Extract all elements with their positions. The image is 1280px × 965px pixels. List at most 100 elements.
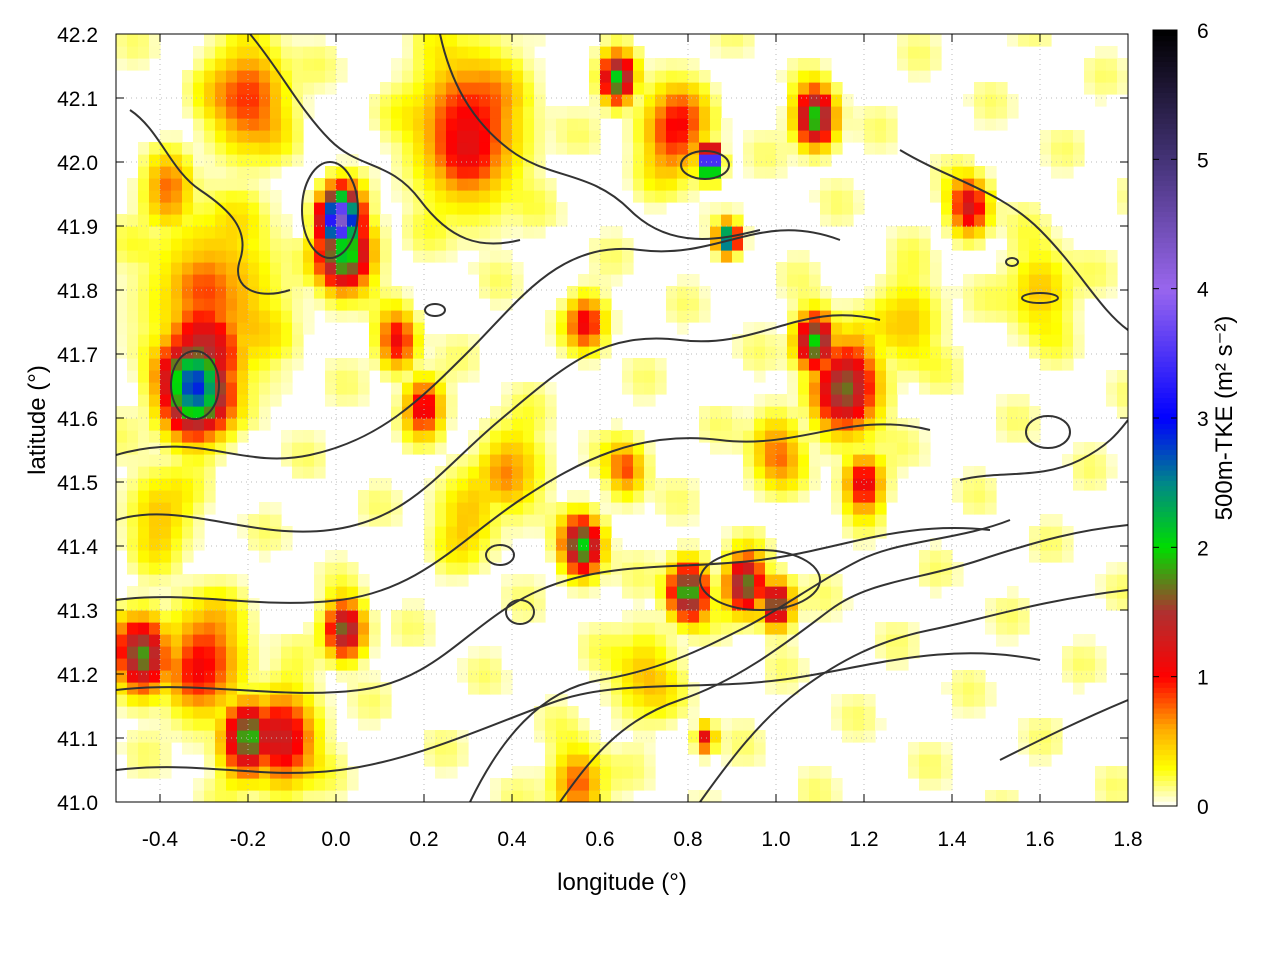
heat-cell [160, 274, 172, 287]
heat-cell [116, 670, 128, 683]
heat-cell [1062, 538, 1074, 551]
heat-cell [325, 706, 337, 719]
heat-cell [402, 334, 414, 347]
heat-cell [776, 166, 788, 179]
heat-cell [336, 766, 348, 779]
heat-cell [677, 574, 689, 587]
heat-cell [600, 94, 612, 107]
heat-cell [655, 694, 667, 707]
heat-cell [292, 694, 304, 707]
heat-cell [842, 106, 854, 119]
heat-cell [248, 106, 260, 119]
heat-cell [754, 478, 766, 491]
heat-cell [787, 250, 799, 263]
colorbar-segment [1153, 418, 1177, 424]
heat-cell [435, 106, 447, 119]
heat-cell [589, 274, 601, 287]
heat-cell [336, 58, 348, 71]
heat-cell [1007, 598, 1019, 611]
heat-cell [666, 310, 678, 323]
heat-cell [655, 598, 667, 611]
heat-cell [974, 706, 986, 719]
heat-cell [754, 154, 766, 167]
heat-cell [468, 526, 480, 539]
heat-cell [622, 250, 634, 263]
heat-cell [567, 790, 579, 802]
heat-cell [787, 358, 799, 371]
heat-cell [886, 274, 898, 287]
heat-cell [193, 586, 205, 599]
heat-cell [1029, 334, 1041, 347]
heat-cell [446, 478, 458, 491]
heat-cell [149, 166, 161, 179]
heat-cell [743, 562, 755, 575]
heat-cell [666, 154, 678, 167]
heat-cell [809, 70, 821, 83]
heat-cell [369, 286, 381, 299]
heat-cell [677, 70, 689, 83]
heat-cell [952, 682, 964, 695]
heat-cell [622, 550, 634, 563]
heat-cell [468, 262, 480, 275]
heat-cell [270, 250, 282, 263]
heat-cell [116, 46, 128, 59]
heat-cell [886, 466, 898, 479]
heat-cell [622, 262, 634, 275]
heat-cell [677, 562, 689, 575]
heat-cell [215, 430, 227, 443]
heat-cell [435, 178, 447, 191]
heat-cell [435, 418, 447, 431]
heat-cell [281, 154, 293, 167]
heat-cell [237, 298, 249, 311]
heat-cell [996, 622, 1008, 635]
heat-cell [424, 334, 436, 347]
heat-cell [534, 58, 546, 71]
heat-cell [380, 370, 392, 383]
heat-cell [1040, 238, 1052, 251]
heat-cell [1062, 154, 1074, 167]
heat-cell [1018, 430, 1030, 443]
heat-cell [457, 454, 469, 467]
heat-cell [226, 646, 238, 659]
heat-cell [479, 670, 491, 683]
heat-cell [127, 742, 139, 755]
heat-cell [578, 778, 590, 791]
heat-cell [941, 682, 953, 695]
heat-cell [721, 586, 733, 599]
heat-cell [1007, 262, 1019, 275]
heat-cell [567, 106, 579, 119]
heat-cell [985, 166, 997, 179]
heat-cell [160, 646, 172, 659]
heat-cell [710, 442, 722, 455]
heat-cell [578, 502, 590, 515]
heat-cell [600, 82, 612, 95]
contour-line [249, 34, 521, 245]
heat-cell [622, 118, 634, 131]
heat-cell [589, 790, 601, 802]
heat-cell [512, 130, 524, 143]
heat-cell [864, 130, 876, 143]
heat-cell [149, 622, 161, 635]
heat-cell [1051, 274, 1063, 287]
heat-cell [710, 562, 722, 575]
heat-cell [270, 286, 282, 299]
heat-cell [435, 70, 447, 83]
heat-cell [710, 406, 722, 419]
contour-line [116, 229, 841, 460]
heat-cell [611, 766, 623, 779]
heat-cell [897, 334, 909, 347]
heat-cell [237, 718, 249, 731]
heat-cell [369, 670, 381, 683]
heat-cell [149, 646, 161, 659]
heat-cell [567, 562, 579, 575]
heat-cell [303, 742, 315, 755]
heat-cell [600, 106, 612, 119]
heat-cell [160, 238, 172, 251]
heat-cell [501, 466, 513, 479]
heat-cell [809, 58, 821, 71]
heat-cell [622, 238, 634, 251]
heat-cell [556, 142, 568, 155]
heat-cell [589, 742, 601, 755]
heat-cell [919, 382, 931, 395]
heat-cell [1018, 394, 1030, 407]
